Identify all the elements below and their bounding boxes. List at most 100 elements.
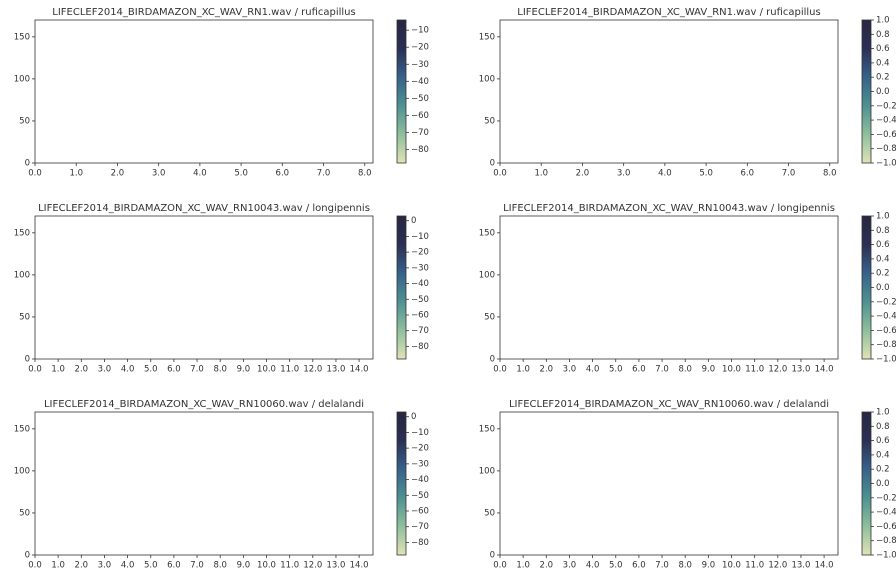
colorbar-tick-label: 1.0 <box>876 16 890 26</box>
colorbar-tick-label: −40 <box>411 77 429 87</box>
colorbar-tick-label: −1.0 <box>876 355 896 365</box>
x-tick-label: 1.0 <box>516 561 530 569</box>
colorbar <box>396 215 407 360</box>
chart-title: LIFECLEF2014_BIRDAMAZON_XC_WAV_RN10043.w… <box>38 203 370 214</box>
colorbar <box>861 411 872 556</box>
y-tick-label: 50 <box>19 116 30 126</box>
plot-frame <box>499 215 839 360</box>
x-tick-label: 10.0 <box>722 365 741 375</box>
colorbar-tick-label: −0.8 <box>876 340 896 350</box>
x-tick-label: 4.0 <box>586 365 600 375</box>
colorbar-tick-label: −0.8 <box>876 536 896 546</box>
x-tick-label: 4.0 <box>193 169 207 179</box>
x-tick-label: 6.0 <box>632 365 646 375</box>
x-tick-label: 6.0 <box>632 561 646 569</box>
y-tick-label: 100 <box>14 270 30 280</box>
x-tick-label: 4.0 <box>121 365 135 375</box>
colorbar <box>396 411 407 556</box>
colorbar-tick-label: −30 <box>411 263 429 273</box>
x-tick-label: 0.0 <box>28 561 42 569</box>
colorbar-tick-label: 0.6 <box>876 44 890 54</box>
panel: LIFECLEF2014_BIRDAMAZON_XC_WAV_RN1.wav /… <box>14 7 429 179</box>
y-tick-label: 150 <box>14 32 30 42</box>
x-tick-label: 13.0 <box>326 561 345 569</box>
x-tick-label: 7.0 <box>655 365 669 375</box>
colorbar-tick-label: −30 <box>411 60 429 70</box>
x-tick-label: 4.0 <box>121 561 135 569</box>
colorbar-tick-label: −70 <box>411 128 429 138</box>
x-tick-label: 7.0 <box>655 561 669 569</box>
x-tick-label: 6.0 <box>276 169 290 179</box>
colorbar-tick-label: −0.2 <box>876 493 896 503</box>
y-tick-label: 0 <box>490 551 495 561</box>
x-tick-label: 11.0 <box>280 365 299 375</box>
x-tick-label: 6.0 <box>167 365 181 375</box>
x-tick-label: 3.0 <box>617 169 631 179</box>
x-tick-label: 8.0 <box>213 365 227 375</box>
x-tick-label: 8.0 <box>358 169 372 179</box>
x-tick-label: 5.0 <box>234 169 248 179</box>
x-tick-label: 1.0 <box>51 561 65 569</box>
colorbar-tick-label: 0.0 <box>876 283 890 293</box>
colorbar-tick-label: −20 <box>411 43 429 53</box>
plot-frame <box>34 215 374 360</box>
x-tick-label: 2.0 <box>576 169 590 179</box>
y-tick-label: 150 <box>14 424 30 434</box>
x-tick-label: 2.0 <box>540 561 554 569</box>
colorbar-tick-label: −20 <box>411 248 429 258</box>
x-tick-label: 2.0 <box>75 561 89 569</box>
y-tick-label: 0 <box>25 159 30 169</box>
y-tick-label: 50 <box>19 312 30 322</box>
x-tick-label: 3.0 <box>98 561 112 569</box>
x-tick-label: 12.0 <box>303 365 322 375</box>
colorbar-tick-label: −10 <box>411 232 429 242</box>
colorbar-tick-label: −30 <box>411 459 429 469</box>
chart-title: LIFECLEF2014_BIRDAMAZON_XC_WAV_RN10060.w… <box>509 399 829 410</box>
chart-title: LIFECLEF2014_BIRDAMAZON_XC_WAV_RN10043.w… <box>503 203 835 214</box>
x-tick-label: 8.0 <box>678 365 692 375</box>
x-tick-label: 9.0 <box>237 561 251 569</box>
colorbar-tick-label: −0.6 <box>876 130 896 140</box>
colorbar-tick-label: −70 <box>411 326 429 336</box>
colorbar-tick-label: 0.2 <box>876 465 890 475</box>
y-tick-label: 150 <box>479 32 495 42</box>
colorbar-tick-label: −80 <box>411 342 429 352</box>
chart-title: LIFECLEF2014_BIRDAMAZON_XC_WAV_RN10060.w… <box>44 399 364 410</box>
x-tick-label: 2.0 <box>75 365 89 375</box>
x-tick-label: 4.0 <box>658 169 672 179</box>
colorbar-tick-label: 0.0 <box>876 479 890 489</box>
colorbar-tick-label: 0.8 <box>876 422 890 432</box>
colorbar-tick-label: −0.4 <box>876 116 896 126</box>
x-tick-label: 5.0 <box>699 169 713 179</box>
x-tick-label: 5.0 <box>144 561 158 569</box>
x-tick-label: 11.0 <box>745 561 764 569</box>
colorbar-tick-label: 0.2 <box>876 269 890 279</box>
colorbar-tick-label: −40 <box>411 475 429 485</box>
x-tick-label: 5.0 <box>609 561 623 569</box>
x-tick-label: 2.0 <box>540 365 554 375</box>
colorbar-tick-label: −0.4 <box>876 508 896 518</box>
x-tick-label: 1.0 <box>51 365 65 375</box>
chart-title: LIFECLEF2014_BIRDAMAZON_XC_WAV_RN1.wav /… <box>517 7 820 18</box>
colorbar-tick-label: −1.0 <box>876 551 896 561</box>
plot-frame <box>34 411 374 556</box>
y-tick-label: 100 <box>479 74 495 84</box>
colorbar <box>861 19 872 164</box>
colorbar-tick-label: −10 <box>411 26 429 36</box>
x-tick-label: 1.0 <box>534 169 548 179</box>
x-tick-label: 2.0 <box>111 169 125 179</box>
plot-frame <box>499 411 839 556</box>
colorbar-tick-label: −50 <box>411 94 429 104</box>
y-tick-label: 100 <box>14 466 30 476</box>
x-tick-label: 8.0 <box>213 561 227 569</box>
x-tick-label: 6.0 <box>741 169 755 179</box>
y-tick-label: 0 <box>25 551 30 561</box>
x-tick-label: 14.0 <box>350 561 369 569</box>
y-tick-label: 100 <box>14 74 30 84</box>
x-tick-label: 12.0 <box>303 561 322 569</box>
panel: LIFECLEF2014_BIRDAMAZON_XC_WAV_RN10060.w… <box>479 399 896 569</box>
panel: LIFECLEF2014_BIRDAMAZON_XC_WAV_RN10060.w… <box>14 399 429 569</box>
colorbar <box>396 19 407 164</box>
y-tick-label: 50 <box>484 116 495 126</box>
